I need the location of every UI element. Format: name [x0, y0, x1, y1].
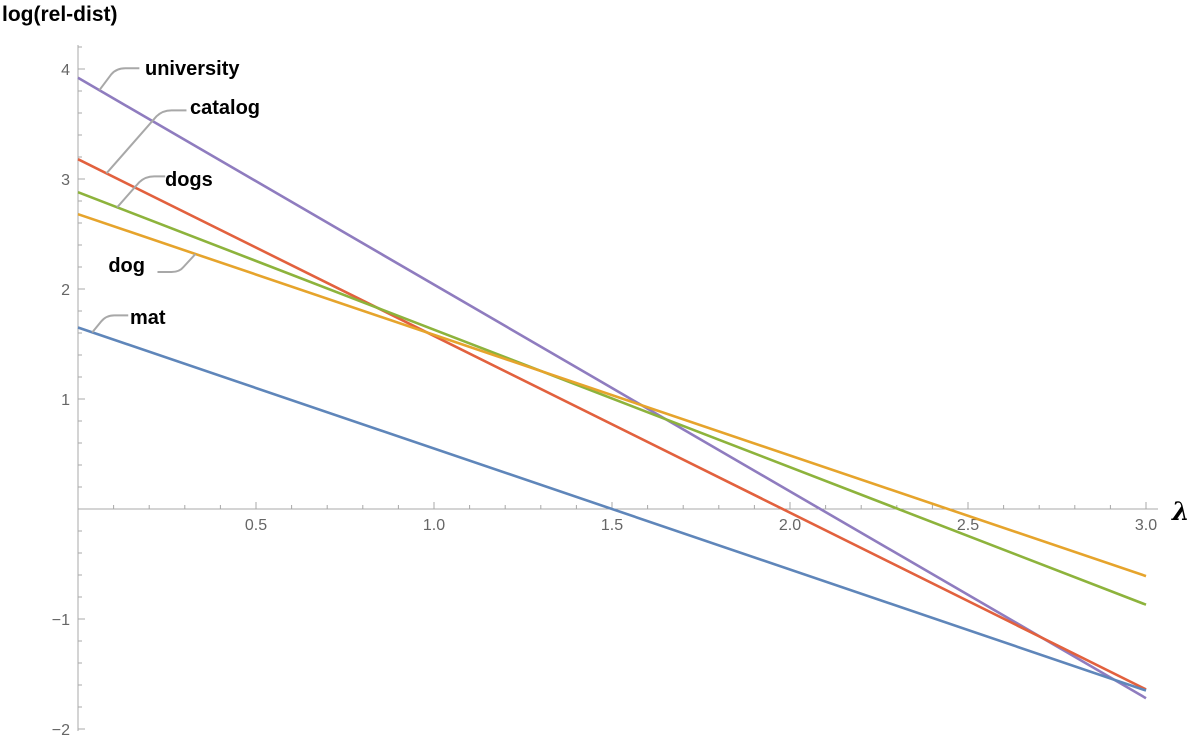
series-label-catalog: catalog — [190, 97, 260, 119]
callout-line-catalog — [105, 109, 187, 174]
x-tick-label: 2.0 — [779, 517, 801, 534]
x-tick-label: 0.5 — [245, 517, 267, 534]
callout-line-mat — [91, 314, 129, 333]
series-line-university — [77, 76, 1147, 700]
y-tick-label: 4 — [61, 62, 70, 79]
series-label-dogs: dogs — [165, 169, 213, 191]
series-label-university: university — [145, 58, 240, 80]
series-line-mat — [77, 326, 1147, 692]
x-tick-label: 2.5 — [957, 517, 979, 534]
x-tick-label: 1.5 — [601, 517, 623, 534]
x-tick-label: 3.0 — [1135, 517, 1157, 534]
series-line-dogs — [77, 190, 1147, 606]
callout-line-dogs — [116, 175, 166, 208]
y-tick-label: −2 — [52, 722, 70, 739]
y-tick-label: −1 — [52, 612, 70, 629]
y-tick-label: 2 — [61, 282, 70, 299]
callout-line-dog — [157, 253, 197, 274]
series-label-mat: mat — [130, 307, 166, 329]
ticks: 0.5 1.0 1.5 2.0 2.5 3.0 −2 −1 1 2 3 4 — [52, 46, 1183, 739]
y-tick-label: 1 — [61, 392, 70, 409]
callout-line-university — [98, 67, 140, 91]
y-tick-label: 3 — [61, 172, 70, 189]
series-line-catalog — [77, 158, 1147, 691]
series-lines — [77, 76, 1147, 700]
series-line-dog — [77, 212, 1147, 578]
series-label-dog: dog — [108, 255, 145, 277]
x-axis-title: λ — [1171, 497, 1190, 526]
y-axis-title: log(rel-dist) — [2, 3, 118, 26]
x-tick-label: 1.0 — [423, 517, 445, 534]
axes — [77, 45, 1158, 731]
series-labels: university catalog dogs dog mat — [91, 58, 260, 333]
